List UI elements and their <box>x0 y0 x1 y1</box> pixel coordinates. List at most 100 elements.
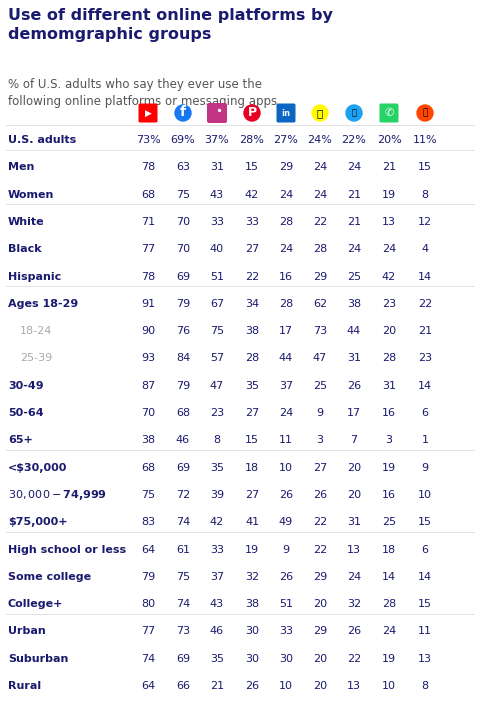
Text: 73%: 73% <box>136 135 160 145</box>
Text: 44: 44 <box>279 353 293 363</box>
Text: 20: 20 <box>313 599 327 609</box>
Text: 19: 19 <box>382 463 396 472</box>
Text: 15: 15 <box>418 517 432 527</box>
Text: 46: 46 <box>176 435 190 446</box>
Text: 38: 38 <box>245 326 259 336</box>
Text: 31: 31 <box>347 517 361 527</box>
Text: 33: 33 <box>210 217 224 227</box>
Text: 73: 73 <box>176 627 190 636</box>
Text: 28: 28 <box>313 244 327 254</box>
Text: 30-49: 30-49 <box>8 381 44 391</box>
Text: 66: 66 <box>176 681 190 691</box>
Text: f: f <box>180 106 186 120</box>
Text: Black: Black <box>8 244 42 254</box>
Text: 14: 14 <box>382 572 396 582</box>
Text: 37%: 37% <box>204 135 229 145</box>
Text: 87: 87 <box>141 381 155 391</box>
Text: 90: 90 <box>141 326 155 336</box>
Text: 38: 38 <box>141 435 155 446</box>
Text: 69: 69 <box>176 654 190 664</box>
Text: 35: 35 <box>245 381 259 391</box>
Circle shape <box>218 110 220 111</box>
Text: 33: 33 <box>245 217 259 227</box>
Text: 26: 26 <box>313 490 327 500</box>
Text: 32: 32 <box>245 572 259 582</box>
Text: 79: 79 <box>176 381 190 391</box>
Text: 24: 24 <box>279 244 293 254</box>
Text: 26: 26 <box>347 627 361 636</box>
Text: 🐦: 🐦 <box>351 108 357 118</box>
Text: 79: 79 <box>176 298 190 309</box>
Text: 6: 6 <box>421 544 429 555</box>
Text: 28%: 28% <box>240 135 264 145</box>
Text: 24: 24 <box>382 244 396 254</box>
Text: 14: 14 <box>418 381 432 391</box>
Text: 10: 10 <box>382 681 396 691</box>
Text: 47: 47 <box>313 353 327 363</box>
Text: 74: 74 <box>176 599 190 609</box>
Text: 70: 70 <box>176 217 190 227</box>
Text: 24: 24 <box>279 408 293 418</box>
Text: 22: 22 <box>245 272 259 282</box>
Text: 11%: 11% <box>413 135 437 145</box>
Text: 16: 16 <box>382 490 396 500</box>
Text: 18: 18 <box>382 544 396 555</box>
Text: 12: 12 <box>418 217 432 227</box>
Text: 70: 70 <box>141 408 155 418</box>
Text: 9: 9 <box>421 463 429 472</box>
Text: 16: 16 <box>382 408 396 418</box>
Text: 49: 49 <box>279 517 293 527</box>
Text: 13: 13 <box>347 544 361 555</box>
Text: 31: 31 <box>382 381 396 391</box>
FancyBboxPatch shape <box>380 103 398 122</box>
Text: 61: 61 <box>176 544 190 555</box>
Text: High school or less: High school or less <box>8 544 126 555</box>
Text: 21: 21 <box>347 217 361 227</box>
Text: 28: 28 <box>382 353 396 363</box>
Text: 18: 18 <box>245 463 259 472</box>
Text: 24%: 24% <box>308 135 333 145</box>
Text: 57: 57 <box>210 353 224 363</box>
Text: 79: 79 <box>141 572 155 582</box>
Text: Rural: Rural <box>8 681 41 691</box>
Text: Men: Men <box>8 163 35 172</box>
Text: 28: 28 <box>279 298 293 309</box>
Text: 15: 15 <box>245 163 259 172</box>
Text: 25: 25 <box>347 272 361 282</box>
Text: 20: 20 <box>382 326 396 336</box>
Text: 30: 30 <box>279 654 293 664</box>
Text: 10: 10 <box>279 681 293 691</box>
Text: 42: 42 <box>382 272 396 282</box>
FancyBboxPatch shape <box>276 103 296 122</box>
Text: 39: 39 <box>210 490 224 500</box>
Text: 13: 13 <box>418 654 432 664</box>
Text: 33: 33 <box>210 544 224 555</box>
Text: 25-39: 25-39 <box>20 353 52 363</box>
Text: 69: 69 <box>176 463 190 472</box>
Text: 14: 14 <box>418 572 432 582</box>
Text: 29: 29 <box>313 572 327 582</box>
Text: 19: 19 <box>245 544 259 555</box>
Text: 74: 74 <box>141 654 155 664</box>
Text: 27: 27 <box>245 244 259 254</box>
Text: 9: 9 <box>282 544 289 555</box>
Text: 38: 38 <box>245 599 259 609</box>
Text: $30,000- $74,999: $30,000- $74,999 <box>8 488 107 502</box>
Text: 31: 31 <box>210 163 224 172</box>
FancyBboxPatch shape <box>207 103 227 123</box>
Text: 29: 29 <box>313 272 327 282</box>
Text: 28: 28 <box>245 353 259 363</box>
Text: 47: 47 <box>210 381 224 391</box>
Text: $75,000+: $75,000+ <box>8 517 68 527</box>
Text: 51: 51 <box>279 599 293 609</box>
Text: 93: 93 <box>141 353 155 363</box>
Text: 11: 11 <box>279 435 293 446</box>
Text: 6: 6 <box>421 408 429 418</box>
Text: College+: College+ <box>8 599 63 609</box>
Text: 26: 26 <box>347 381 361 391</box>
Text: 21: 21 <box>382 163 396 172</box>
Text: 24: 24 <box>382 627 396 636</box>
Text: 31: 31 <box>347 353 361 363</box>
Text: 21: 21 <box>210 681 224 691</box>
Text: 37: 37 <box>210 572 224 582</box>
